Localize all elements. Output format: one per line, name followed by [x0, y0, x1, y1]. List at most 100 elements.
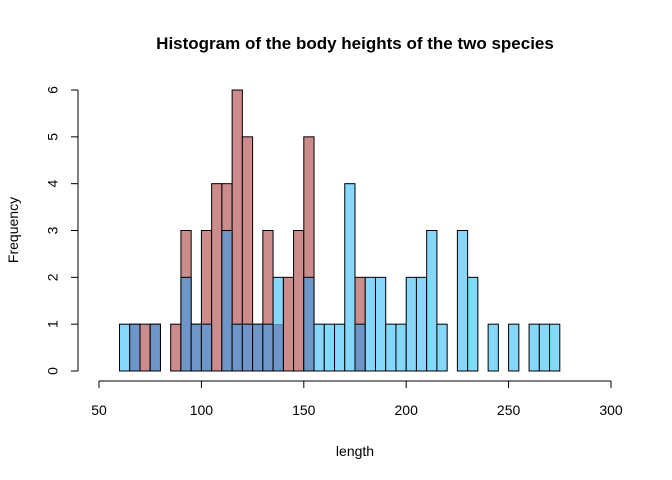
- histogram-bar-series-2: [313, 323, 325, 372]
- histogram-bar-series-2: [426, 230, 438, 372]
- histogram-bar-series-2: [272, 276, 284, 372]
- bar-outline: [549, 323, 561, 372]
- bar-fill-only: [395, 324, 407, 371]
- histogram-bar-series-2: [303, 276, 315, 372]
- histogram-bar-series-2: [241, 323, 254, 372]
- bar-fill-overlap: [262, 324, 274, 371]
- histogram-bar-series-2: [456, 230, 469, 372]
- bar-fill-overlap: [150, 324, 161, 371]
- histogram-bar-series-2: [190, 323, 202, 372]
- bar-outline: [487, 323, 499, 372]
- bar-fill-only: [488, 324, 499, 371]
- bar-fill-only: [467, 277, 478, 371]
- bars-layer: [118, 89, 561, 372]
- histogram-bar-series-2: [118, 323, 131, 372]
- histogram-bar-series-2: [538, 323, 551, 372]
- histogram-bar-series-1: [293, 230, 305, 372]
- bar-fill-only: [334, 324, 345, 371]
- y-axis-label: Frequency: [5, 197, 21, 263]
- bar-fill-only: [314, 324, 325, 371]
- x-tick-label: 250: [497, 402, 521, 418]
- histogram-bar-series-2: [487, 323, 499, 372]
- bar-fill-overlap: [303, 277, 315, 371]
- bar-fill-only: [457, 230, 468, 371]
- y-tick-label: 1: [45, 320, 61, 328]
- bar-fill-only: [119, 324, 130, 371]
- histogram-bar-series-2: [385, 323, 397, 372]
- y-tick-label: 2: [45, 273, 61, 281]
- bar-outline: [426, 230, 438, 372]
- histogram-bar-series-2: [149, 323, 161, 372]
- bar-fill-only: [385, 324, 396, 371]
- bar-fill-overlap: [273, 324, 284, 371]
- bar-outline: [200, 323, 213, 372]
- chart-title: Histogram of the body heights of the two…: [156, 34, 554, 53]
- bar-outline: [221, 230, 233, 372]
- histogram-bar-series-2: [200, 323, 213, 372]
- bar-fill-only: [344, 183, 355, 371]
- histogram-bar-series-2: [508, 323, 520, 372]
- y-tick-label: 5: [45, 133, 61, 141]
- histogram-bar-series-2: [467, 276, 479, 372]
- bar-outline: [436, 323, 448, 372]
- x-tick-label: 200: [395, 402, 419, 418]
- histogram-bar-series-2: [415, 276, 428, 372]
- bar-fill-overlap: [201, 324, 212, 371]
- bar-fill-only: [406, 277, 417, 371]
- bar-fill-only: [416, 277, 427, 371]
- histogram-bar-series-2: [354, 323, 366, 372]
- histogram-bar-series-1: [282, 276, 295, 372]
- histogram-bar-series-2: [323, 323, 336, 372]
- x-tick-label: 300: [599, 402, 623, 418]
- bar-outline: [149, 323, 161, 372]
- bar-fill-only: [426, 230, 437, 371]
- y-tick-label: 6: [45, 86, 61, 94]
- histogram-bar-series-2: [344, 183, 356, 372]
- bar-fill-only: [529, 324, 540, 371]
- bar-fill-overlap: [252, 324, 263, 371]
- histogram-bar-series-2: [334, 323, 346, 372]
- bar-fill-only: [324, 324, 335, 371]
- bar-fill-only: [436, 324, 448, 371]
- histogram-bar-series-2: [221, 230, 233, 372]
- bar-outline: [344, 183, 356, 372]
- bar-outline: [272, 276, 284, 372]
- x-axis-label: length: [336, 443, 374, 459]
- bar-outline: [129, 323, 141, 372]
- histogram-bar-series-2: [405, 276, 417, 372]
- bar-fill-overlap: [355, 324, 366, 371]
- histogram-bar-series-2: [528, 323, 540, 372]
- histogram-bar-series-2: [364, 276, 376, 372]
- x-tick-label: 50: [91, 402, 107, 418]
- bar-fill-only: [375, 277, 386, 371]
- bar-fill-only: [365, 277, 376, 371]
- bar-fill-only: [508, 324, 519, 371]
- histogram-bar-series-2: [129, 323, 141, 372]
- histogram-bar-series-2: [436, 323, 448, 372]
- bar-outline: [508, 323, 520, 372]
- bar-fill-overlap: [180, 277, 192, 371]
- x-axis: 50 100 150 200 250 300: [91, 380, 623, 418]
- histogram-bar-series-2: [262, 323, 274, 372]
- bar-fill-only: [549, 324, 560, 371]
- histogram-bar-series-2: [180, 276, 192, 372]
- x-tick-label: 150: [292, 402, 316, 418]
- histogram-bar-series-2: [549, 323, 561, 372]
- bar-fill-only: [273, 277, 284, 325]
- bar-fill-overlap: [232, 324, 243, 371]
- y-tick-label: 4: [45, 180, 61, 188]
- x-tick-label: 100: [190, 402, 214, 418]
- bar-fill-overlap: [191, 324, 202, 371]
- histogram-bar-series-1: [139, 323, 151, 372]
- bar-fill-overlap: [221, 230, 233, 371]
- histogram-bar-series-2: [252, 323, 264, 372]
- histogram-bar-series-1: [211, 183, 223, 372]
- histogram-bar-series-2: [231, 323, 243, 372]
- y-axis: 0 1 2 3 4 5 6: [45, 86, 79, 375]
- bar-fill-overlap: [129, 324, 140, 371]
- y-tick-label: 0: [45, 367, 61, 375]
- histogram-bar-series-2: [374, 276, 387, 372]
- y-tick-label: 3: [45, 226, 61, 234]
- bar-fill-only: [539, 324, 550, 371]
